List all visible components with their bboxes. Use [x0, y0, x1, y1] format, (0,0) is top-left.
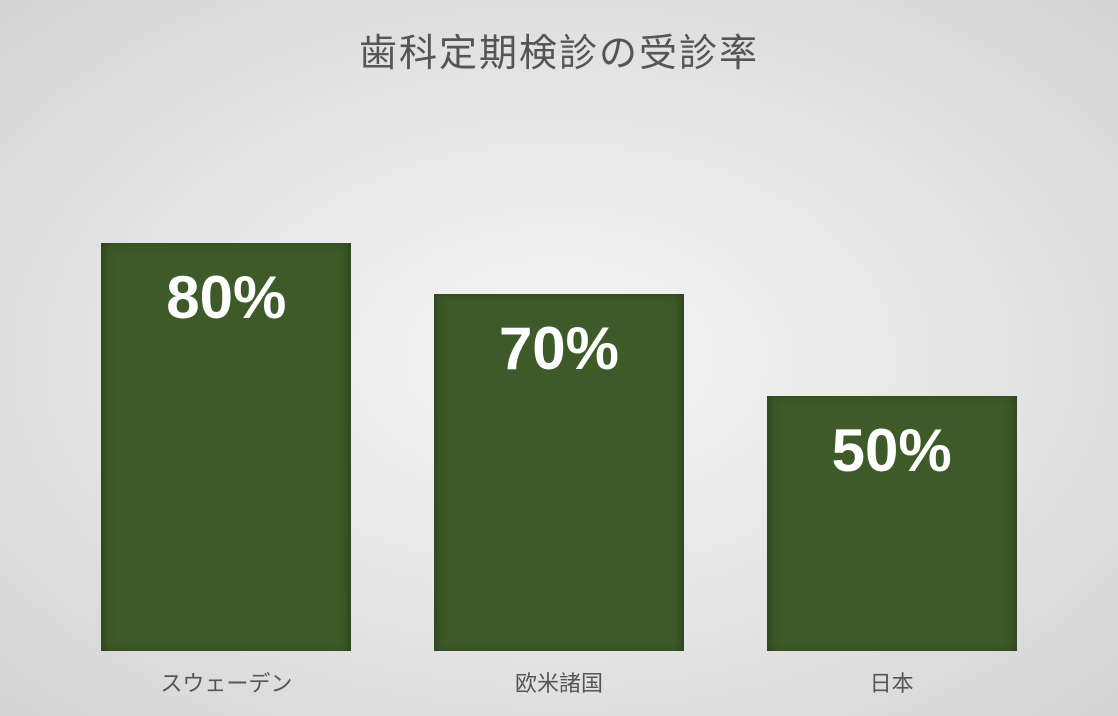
bar-wrapper: 80%: [101, 243, 351, 651]
bar: 50%: [767, 396, 1017, 651]
bar: 80%: [101, 243, 351, 651]
chart-container: 歯科定期検診の受診率 80% 70% 50% スウェーデン 欧米諸国 日本: [0, 0, 1118, 716]
bar: 70%: [434, 294, 684, 651]
bar-label: 欧米諸国: [434, 666, 684, 698]
chart-title: 歯科定期検診の受診率: [0, 0, 1118, 77]
bar-value: 80%: [101, 263, 351, 332]
bar-wrapper: 70%: [434, 294, 684, 651]
labels-area: スウェーデン 欧米諸国 日本: [0, 666, 1118, 698]
bar-label: 日本: [767, 666, 1017, 698]
bar-label: スウェーデン: [101, 666, 351, 698]
bar-value: 70%: [434, 314, 684, 383]
bar-value: 50%: [767, 416, 1017, 485]
bars-area: 80% 70% 50%: [0, 111, 1118, 651]
bar-wrapper: 50%: [767, 396, 1017, 651]
